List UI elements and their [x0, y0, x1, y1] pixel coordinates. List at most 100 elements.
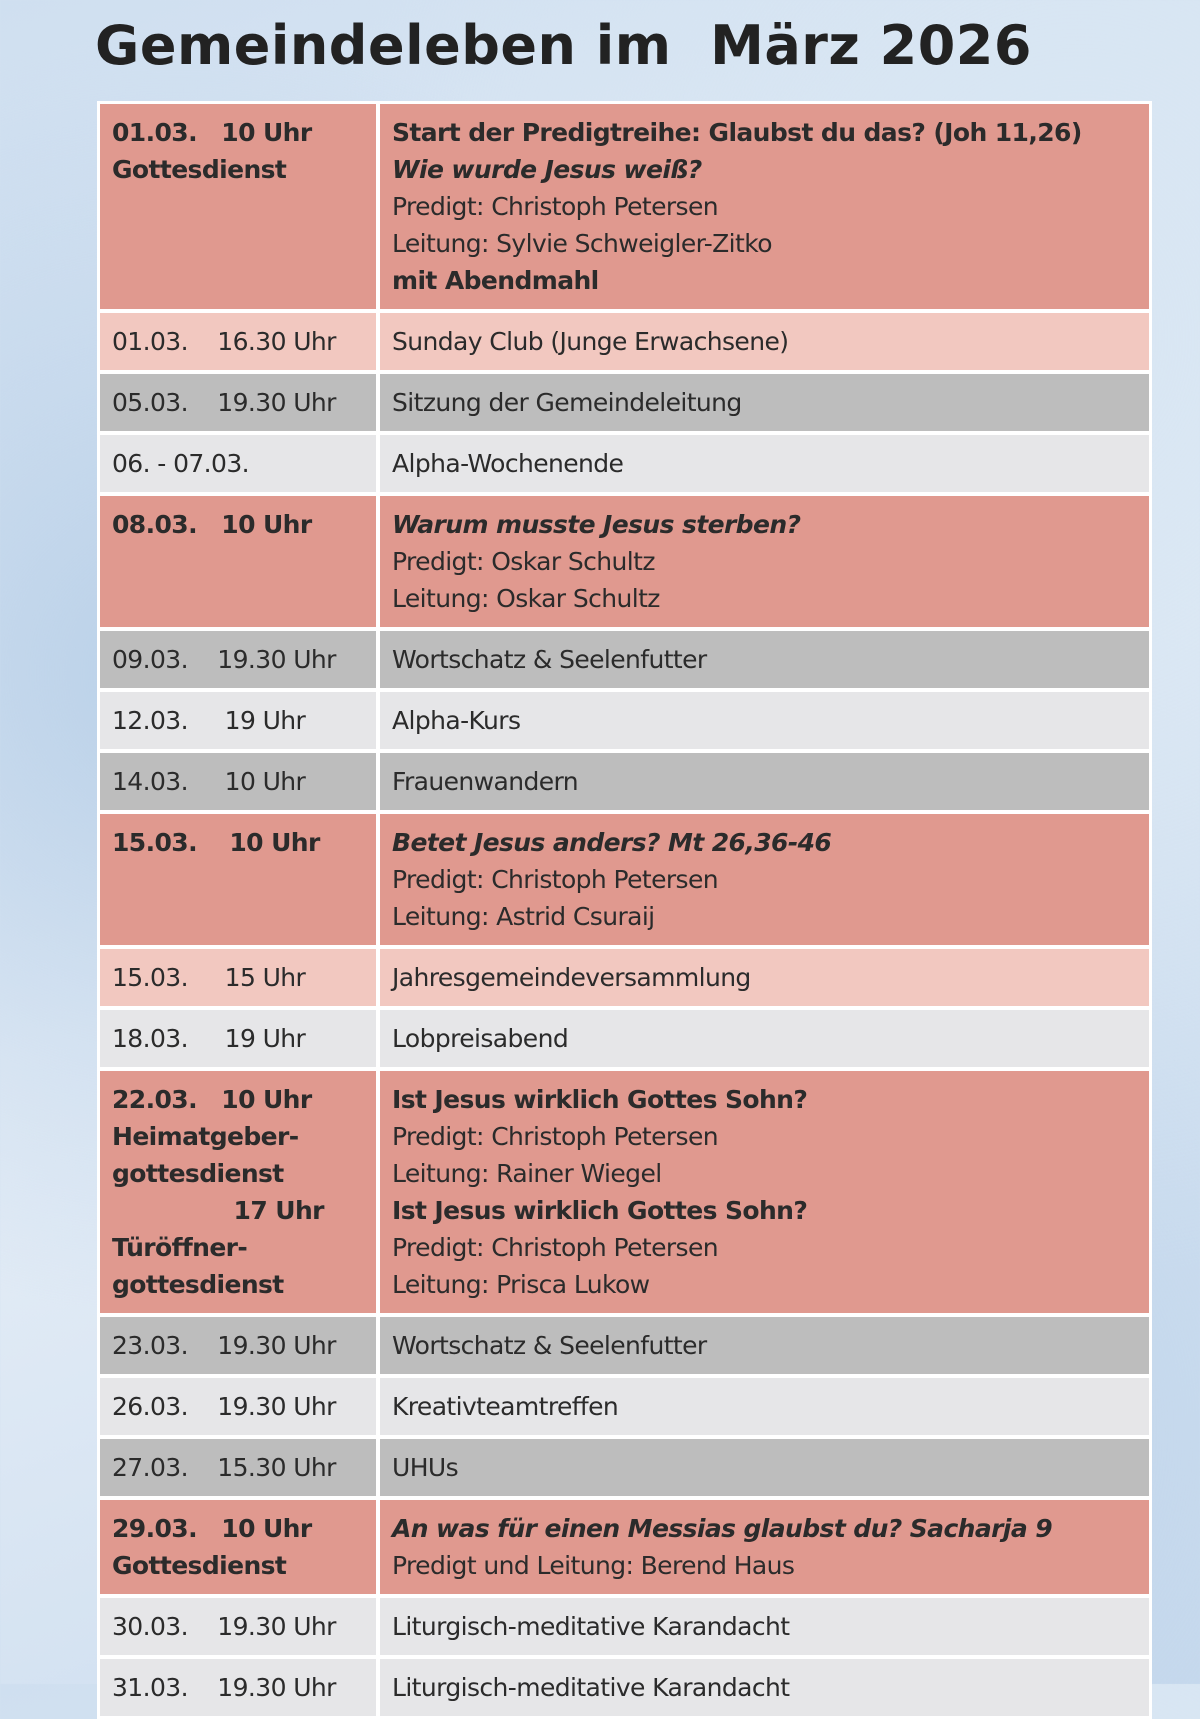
event-details-cell: Alpha-Wochenende — [380, 435, 1149, 492]
event-details-cell: Liturgisch-meditative Karandacht — [380, 1598, 1149, 1655]
event-row: 23.03. 19.30 Uhr Wortschatz & Seelenfutte… — [100, 1317, 1149, 1374]
event-row: 15.03. 10 Uhr Betet Jesus anders? Mt 26,3… — [100, 814, 1149, 945]
event-detail-line: Leitung: Sylvie Schweigler-Zitko — [392, 229, 773, 258]
event-details-cell: Kreativteamtreffen — [380, 1378, 1149, 1435]
event-date-cell: 18.03. 19 Uhr — [100, 1010, 376, 1067]
event-details-cell: Frauenwandern — [380, 753, 1149, 810]
event-date-cell: 23.03. 19.30 Uhr — [100, 1317, 376, 1374]
event-date-line: 09.03. 19.30 Uhr — [112, 645, 336, 674]
event-date-line: 15.03. 15 Uhr — [112, 963, 306, 992]
event-date-line: 27.03. 15.30 Uhr — [112, 1453, 336, 1482]
event-detail-line: Leitung: Rainer Wiegel — [392, 1159, 662, 1188]
event-detail-line: Sitzung der Gemeindeleitung — [392, 388, 742, 417]
event-details-cell: Jahresgemeindeversammlung — [380, 949, 1149, 1006]
event-detail-line: Ist Jesus wirklich Gottes Sohn? — [392, 1085, 808, 1114]
event-date-cell: 14.03. 10 Uhr — [100, 753, 376, 810]
event-date-line: gottesdienst — [112, 1270, 284, 1299]
events-table: 01.03. 10 Uhr Gottesdienst Start der Predi… — [97, 101, 1152, 1719]
event-row: 15.03. 15 Uhr Jahresgemeindeversammlung — [100, 949, 1149, 1006]
event-details-cell: Ist Jesus wirklich Gottes Sohn? Predigt: … — [380, 1071, 1149, 1313]
event-date-cell: 22.03. 10 Uhr Heimatgeber-gottesdienst 17… — [100, 1071, 376, 1313]
event-date-cell: 01.03. 16.30 Uhr — [100, 313, 376, 370]
event-date-line: gottesdienst — [112, 1159, 284, 1188]
event-row: 12.03. 19 Uhr Alpha-Kurs — [100, 692, 1149, 749]
event-row: 01.03. 10 Uhr Gottesdienst Start der Predi… — [100, 104, 1149, 309]
page-title: Gemeindeleben im März 2026 — [95, 14, 1032, 77]
event-date-line: 12.03. 19 Uhr — [112, 706, 306, 735]
event-date-line: 06. - 07.03. — [112, 449, 250, 478]
event-date-cell: 06. - 07.03. — [100, 435, 376, 492]
event-date-cell: 12.03. 19 Uhr — [100, 692, 376, 749]
event-detail-line: Predigt und Leitung: Berend Haus — [392, 1551, 795, 1580]
event-date-line: 30.03. 19.30 Uhr — [112, 1612, 336, 1641]
event-details-cell: Sunday Club (Junge Erwachsene) — [380, 313, 1149, 370]
event-details-cell: Start der Predigtreihe: Glaubst du das? … — [380, 104, 1149, 309]
event-date-line: Gottesdienst — [112, 1551, 287, 1580]
event-detail-line: Lobpreisabend — [392, 1024, 569, 1053]
event-row: 29.03. 10 Uhr Gottesdienst An was für eine… — [100, 1500, 1149, 1594]
event-row: 14.03. 10 Uhr Frauenwandern — [100, 753, 1149, 810]
event-date-cell: 31.03. 19.30 Uhr — [100, 1659, 376, 1716]
event-date-line: Gottesdienst — [112, 155, 287, 184]
event-detail-line: Predigt: Christoph Petersen — [392, 1233, 719, 1262]
event-detail-line: Ist Jesus wirklich Gottes Sohn? — [392, 1196, 808, 1225]
event-details-cell: Lobpreisabend — [380, 1010, 1149, 1067]
event-detail-line: Sunday Club (Junge Erwachsene) — [392, 327, 789, 356]
event-date-cell: 15.03. 15 Uhr — [100, 949, 376, 1006]
event-detail-line: Start der Predigtreihe: Glaubst du das? … — [392, 118, 1082, 147]
event-row: 30.03. 19.30 Uhr Liturgisch-meditative Ka… — [100, 1598, 1149, 1655]
event-detail-line: Wortschatz & Seelenfutter — [392, 1331, 707, 1360]
event-detail-line: Betet Jesus anders? Mt 26,36-46 — [392, 828, 832, 857]
event-row: 26.03. 19.30 Uhr Kreativteamtreffen — [100, 1378, 1149, 1435]
event-date-line: 05.03. 19.30 Uhr — [112, 388, 336, 417]
event-date-line: 22.03. 10 Uhr — [112, 1085, 312, 1114]
event-detail-line: Predigt: Oskar Schultz — [392, 547, 655, 576]
event-date-line: 14.03. 10 Uhr — [112, 767, 306, 796]
event-details-cell: Alpha-Kurs — [380, 692, 1149, 749]
event-row: 18.03. 19 Uhr Lobpreisabend — [100, 1010, 1149, 1067]
event-details-cell: Liturgisch-meditative Karandacht — [380, 1659, 1149, 1716]
event-date-line: 18.03. 19 Uhr — [112, 1024, 306, 1053]
event-date-cell: 15.03. 10 Uhr — [100, 814, 376, 945]
event-date-line: 26.03. 19.30 Uhr — [112, 1392, 336, 1421]
event-detail-line: Wortschatz & Seelenfutter — [392, 645, 707, 674]
event-row: 31.03. 19.30 Uhr Liturgisch-meditative Ka… — [100, 1659, 1149, 1716]
event-date-line: 01.03. 10 Uhr — [112, 118, 312, 147]
event-details-cell: UHUs — [380, 1439, 1149, 1496]
event-date-line: Türöffner- — [112, 1233, 248, 1262]
event-date-line: 01.03. 16.30 Uhr — [112, 327, 336, 356]
event-detail-line: Alpha-Kurs — [392, 706, 521, 735]
event-detail-line: Liturgisch-meditative Karandacht — [392, 1673, 790, 1702]
event-detail-line: Warum musste Jesus sterben? — [392, 510, 801, 539]
event-row: 01.03. 16.30 Uhr Sunday Club (Junge Erwac… — [100, 313, 1149, 370]
event-date-cell: 08.03. 10 Uhr — [100, 496, 376, 627]
event-date-line: 23.03. 19.30 Uhr — [112, 1331, 336, 1360]
event-detail-line: Wie wurde Jesus weiß? — [392, 155, 702, 184]
event-date-cell: 29.03. 10 Uhr Gottesdienst — [100, 1500, 376, 1594]
event-detail-line: Leitung: Astrid Csuraij — [392, 902, 655, 931]
event-date-line: Heimatgeber- — [112, 1122, 299, 1151]
event-details-cell: Warum musste Jesus sterben? Predigt: Oska… — [380, 496, 1149, 627]
event-row: 27.03. 15.30 Uhr UHUs — [100, 1439, 1149, 1496]
event-date-cell: 27.03. 15.30 Uhr — [100, 1439, 376, 1496]
event-detail-line: Kreativteamtreffen — [392, 1392, 619, 1421]
event-detail-line: Predigt: Christoph Petersen — [392, 865, 719, 894]
event-detail-line: An was für einen Messias glaubst du? Sac… — [392, 1514, 1053, 1543]
event-details-cell: Wortschatz & Seelenfutter — [380, 1317, 1149, 1374]
event-detail-line: UHUs — [392, 1453, 459, 1482]
event-date-cell: 09.03. 19.30 Uhr — [100, 631, 376, 688]
event-detail-line: Frauenwandern — [392, 767, 579, 796]
event-details-cell: Wortschatz & Seelenfutter — [380, 631, 1149, 688]
event-date-cell: 05.03. 19.30 Uhr — [100, 374, 376, 431]
event-row: 08.03. 10 Uhr Warum musste Jesus sterben?… — [100, 496, 1149, 627]
event-date-line: 17 Uhr — [112, 1196, 325, 1225]
event-date-cell: 30.03. 19.30 Uhr — [100, 1598, 376, 1655]
event-detail-line: mit Abendmahl — [392, 266, 599, 295]
event-date-line: 29.03. 10 Uhr — [112, 1514, 312, 1543]
event-row: 05.03. 19.30 Uhr Sitzung der Gemeindeleit… — [100, 374, 1149, 431]
event-date-cell: 26.03. 19.30 Uhr — [100, 1378, 376, 1435]
event-date-line: 15.03. 10 Uhr — [112, 828, 320, 857]
event-detail-line: Leitung: Oskar Schultz — [392, 584, 660, 613]
event-date-line: 31.03. 19.30 Uhr — [112, 1673, 336, 1702]
event-detail-line: Alpha-Wochenende — [392, 449, 624, 478]
